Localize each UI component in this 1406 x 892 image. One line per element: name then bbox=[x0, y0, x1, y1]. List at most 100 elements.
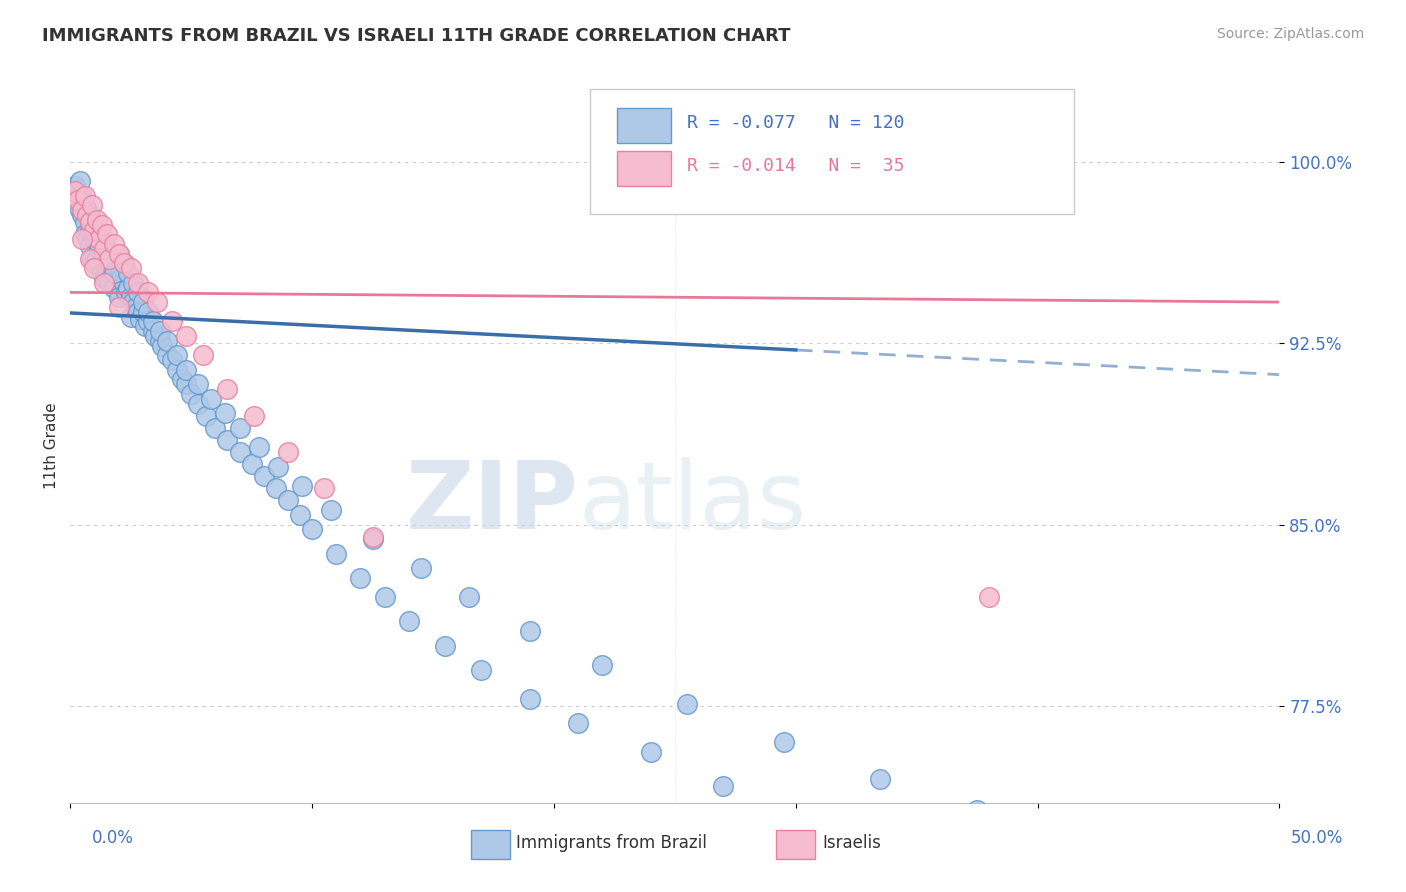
Point bbox=[96, 227, 118, 242]
Point bbox=[176, 377, 198, 392]
Point bbox=[267, 459, 290, 474]
Point bbox=[117, 266, 139, 280]
Point bbox=[93, 237, 115, 252]
Point bbox=[869, 772, 891, 786]
Point bbox=[90, 218, 112, 232]
Point bbox=[264, 481, 287, 495]
Point bbox=[107, 300, 129, 314]
Point bbox=[80, 215, 103, 229]
Point bbox=[66, 194, 89, 208]
Point bbox=[136, 314, 159, 328]
Point bbox=[80, 198, 103, 212]
Point bbox=[122, 295, 145, 310]
Point bbox=[107, 246, 129, 260]
Text: Source: ZipAtlas.com: Source: ZipAtlas.com bbox=[1216, 27, 1364, 41]
Point bbox=[80, 252, 103, 266]
Point bbox=[73, 227, 96, 242]
Point bbox=[103, 280, 125, 294]
Point bbox=[134, 319, 156, 334]
Point bbox=[141, 314, 163, 328]
Point bbox=[567, 716, 589, 731]
Text: IMMIGRANTS FROM BRAZIL VS ISRAELI 11TH GRADE CORRELATION CHART: IMMIGRANTS FROM BRAZIL VS ISRAELI 11TH G… bbox=[42, 27, 790, 45]
Point bbox=[96, 242, 118, 256]
Point bbox=[180, 387, 202, 401]
Point bbox=[458, 590, 481, 604]
FancyBboxPatch shape bbox=[617, 152, 671, 186]
Point bbox=[79, 215, 101, 229]
Point bbox=[176, 363, 198, 377]
Point bbox=[166, 348, 188, 362]
Point bbox=[76, 208, 98, 222]
Point bbox=[136, 285, 159, 300]
Point bbox=[120, 290, 142, 304]
Point bbox=[160, 314, 183, 328]
Point bbox=[79, 239, 101, 253]
Point bbox=[240, 457, 263, 471]
Point bbox=[93, 246, 115, 260]
Point bbox=[141, 324, 163, 338]
Point bbox=[228, 445, 250, 459]
Point bbox=[89, 232, 111, 246]
Point bbox=[132, 304, 155, 318]
Point bbox=[103, 237, 125, 252]
Point bbox=[434, 639, 457, 653]
Point bbox=[93, 242, 115, 256]
Point bbox=[170, 372, 193, 386]
Point bbox=[110, 271, 132, 285]
Point bbox=[217, 382, 239, 396]
Point bbox=[73, 198, 96, 212]
Point bbox=[409, 561, 432, 575]
Point bbox=[83, 218, 105, 232]
Point bbox=[519, 624, 541, 638]
Point bbox=[103, 266, 125, 280]
Point bbox=[105, 266, 128, 280]
Point bbox=[73, 215, 96, 229]
Point bbox=[361, 530, 384, 544]
Point bbox=[193, 348, 215, 362]
Point bbox=[83, 222, 105, 236]
Point bbox=[127, 276, 149, 290]
Point bbox=[200, 392, 222, 406]
Point bbox=[76, 203, 98, 218]
Text: atlas: atlas bbox=[578, 457, 807, 549]
Point bbox=[187, 377, 209, 392]
Point bbox=[103, 256, 125, 270]
Point bbox=[243, 409, 266, 423]
Point bbox=[253, 469, 276, 483]
FancyBboxPatch shape bbox=[617, 109, 671, 143]
Text: Israelis: Israelis bbox=[823, 834, 882, 852]
Point bbox=[72, 191, 94, 205]
Point bbox=[1147, 847, 1170, 861]
Point bbox=[89, 237, 111, 252]
Point bbox=[63, 184, 86, 198]
Point bbox=[374, 590, 396, 604]
Y-axis label: 11th Grade: 11th Grade bbox=[44, 402, 59, 490]
Point bbox=[93, 271, 115, 285]
Point bbox=[83, 261, 105, 276]
Point bbox=[1244, 861, 1267, 875]
Point bbox=[112, 276, 135, 290]
Point bbox=[79, 222, 101, 236]
Point bbox=[120, 310, 142, 324]
Point bbox=[89, 222, 111, 236]
Point bbox=[69, 174, 91, 188]
Point bbox=[115, 285, 138, 300]
Text: ZIP: ZIP bbox=[405, 457, 578, 549]
Text: R = -0.014   N =  35: R = -0.014 N = 35 bbox=[688, 157, 904, 175]
Point bbox=[325, 547, 347, 561]
Point bbox=[117, 280, 139, 294]
Point bbox=[69, 203, 91, 218]
Point bbox=[979, 590, 1001, 604]
Point bbox=[98, 252, 121, 266]
Text: 0.0%: 0.0% bbox=[91, 830, 134, 847]
Text: 50.0%: 50.0% bbox=[1291, 830, 1343, 847]
Point bbox=[107, 261, 129, 276]
Point bbox=[98, 256, 121, 270]
Point bbox=[247, 440, 270, 454]
Point bbox=[98, 276, 121, 290]
Point bbox=[73, 188, 96, 202]
Point bbox=[107, 290, 129, 304]
FancyBboxPatch shape bbox=[591, 89, 1074, 214]
Point bbox=[160, 353, 183, 368]
Point bbox=[79, 208, 101, 222]
